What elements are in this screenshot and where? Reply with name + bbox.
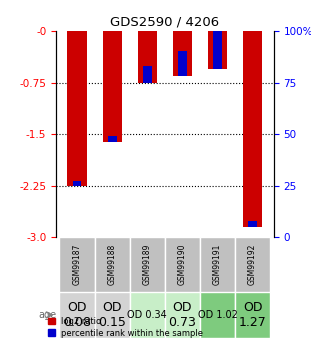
Bar [67,31,87,186]
Bar [59,237,95,292]
Bar [248,220,257,227]
Legend: log2 ratio, percentile rank within the sample: log2 ratio, percentile rank within the s… [44,314,207,341]
Text: GSM99191: GSM99191 [213,244,222,285]
Text: GSM99187: GSM99187 [72,244,81,285]
Bar [235,292,270,338]
Text: OD
0.15: OD 0.15 [98,301,126,329]
Bar [95,292,130,338]
Text: GSM99192: GSM99192 [248,244,257,285]
Bar [143,66,152,82]
Text: GSM99190: GSM99190 [178,244,187,285]
Bar [59,292,95,338]
Text: OD 1.02: OD 1.02 [197,310,237,320]
Bar [243,31,262,227]
Text: OD
0.08: OD 0.08 [63,301,91,329]
Bar [200,237,235,292]
Text: GSM99188: GSM99188 [108,244,117,285]
Bar [165,237,200,292]
Bar [73,181,81,186]
Title: GDS2590 / 4206: GDS2590 / 4206 [110,16,219,29]
Bar [130,237,165,292]
Text: OD 0.34: OD 0.34 [128,310,167,320]
Bar [213,23,222,69]
Bar [95,237,130,292]
Bar [208,31,227,69]
Text: OD
1.27: OD 1.27 [239,301,267,329]
Bar [108,136,117,142]
Bar [235,237,270,292]
Bar [178,51,187,76]
Bar [130,292,165,338]
Bar [103,31,122,142]
Text: OD
0.73: OD 0.73 [169,301,196,329]
Bar [137,31,157,82]
Text: age: age [39,310,57,320]
Bar [200,292,235,338]
Bar [165,292,200,338]
Bar [173,31,192,76]
Text: GSM99189: GSM99189 [143,244,152,285]
